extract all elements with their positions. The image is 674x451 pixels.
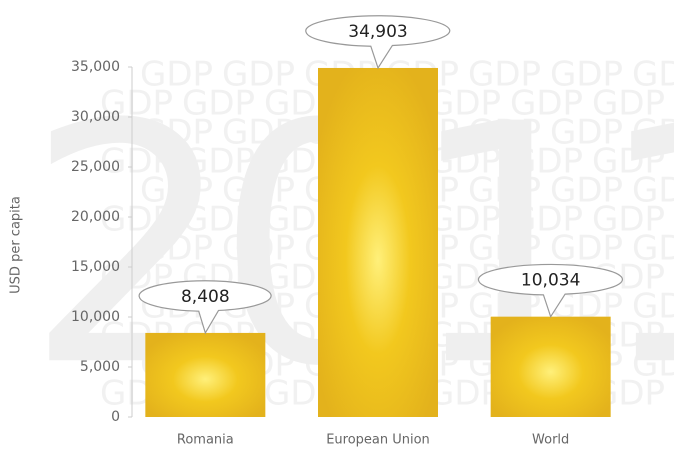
- watermark-pattern: GDP: [222, 171, 295, 211]
- y-tick-label: 5,000: [80, 359, 120, 375]
- watermark-pattern: GDP: [632, 113, 674, 153]
- bar: [145, 332, 266, 417]
- y-tick-label: 20,000: [71, 209, 120, 225]
- y-tick-label: 10,000: [71, 309, 120, 325]
- watermark-pattern: GDP: [100, 200, 173, 240]
- watermark-pattern: GDP: [632, 55, 674, 95]
- bar: [490, 316, 611, 417]
- watermark-pattern: GDP: [222, 55, 295, 95]
- watermark-pattern: GDP: [140, 171, 213, 211]
- value-label: 34,903: [348, 22, 407, 42]
- value-label: 8,408: [181, 287, 230, 307]
- x-tick-label: World: [532, 433, 569, 448]
- y-tick-label: 30,000: [71, 109, 120, 125]
- watermark-pattern: GDP: [182, 200, 255, 240]
- y-axis-label: USD per capita: [9, 196, 24, 294]
- watermark-pattern: GDP: [222, 113, 295, 153]
- watermark-pattern: GDP: [510, 200, 583, 240]
- watermark-pattern: GDP: [632, 287, 674, 327]
- watermark-pattern: GDP: [468, 229, 541, 269]
- watermark-pattern: GDP: [468, 55, 541, 95]
- watermark-pattern: GDP: [468, 171, 541, 211]
- y-tick-label: 35,000: [71, 59, 120, 75]
- watermark-pattern: GDP: [632, 229, 674, 269]
- watermark-pattern: GDP: [592, 200, 665, 240]
- watermark-pattern: GDP: [428, 142, 501, 182]
- watermark-pattern: GDP: [428, 316, 501, 356]
- watermark-pattern: GDP: [428, 200, 501, 240]
- watermark-pattern: GDP: [100, 142, 173, 182]
- watermark-pattern: GDP: [510, 84, 583, 124]
- watermark-pattern: GDP: [140, 229, 213, 269]
- watermark-pattern: GDP: [182, 84, 255, 124]
- x-tick-label: Romania: [177, 433, 234, 448]
- watermark-pattern: GDP: [550, 229, 623, 269]
- bar: [318, 67, 438, 417]
- callout: [138, 280, 272, 335]
- watermark-pattern: GDP: [428, 374, 501, 414]
- watermark-pattern: GDP: [632, 345, 674, 385]
- watermark-pattern: GDP: [468, 113, 541, 153]
- callout: [305, 15, 451, 70]
- watermark-pattern: GDP: [550, 55, 623, 95]
- watermark-pattern: GDP: [140, 113, 213, 153]
- watermark-pattern: GDP: [182, 142, 255, 182]
- value-label: 10,034: [521, 271, 580, 291]
- watermark-pattern: GDP: [100, 84, 173, 124]
- callout: [477, 263, 624, 319]
- y-tick-label: 15,000: [71, 259, 120, 275]
- watermark-pattern: GDP: [550, 113, 623, 153]
- watermark-pattern: GDP: [632, 171, 674, 211]
- y-tick-label: 0: [111, 409, 120, 425]
- watermark-pattern: GDP: [592, 142, 665, 182]
- y-tick-label: 25,000: [71, 159, 120, 175]
- watermark-pattern: GDP: [222, 229, 295, 269]
- watermark-pattern: GDP: [140, 55, 213, 95]
- watermark-pattern: GDP: [428, 84, 501, 124]
- watermark-pattern: GDP: [550, 171, 623, 211]
- watermark-pattern: GDP: [592, 84, 665, 124]
- x-tick-label: European Union: [326, 433, 430, 448]
- watermark-pattern: GDP: [510, 142, 583, 182]
